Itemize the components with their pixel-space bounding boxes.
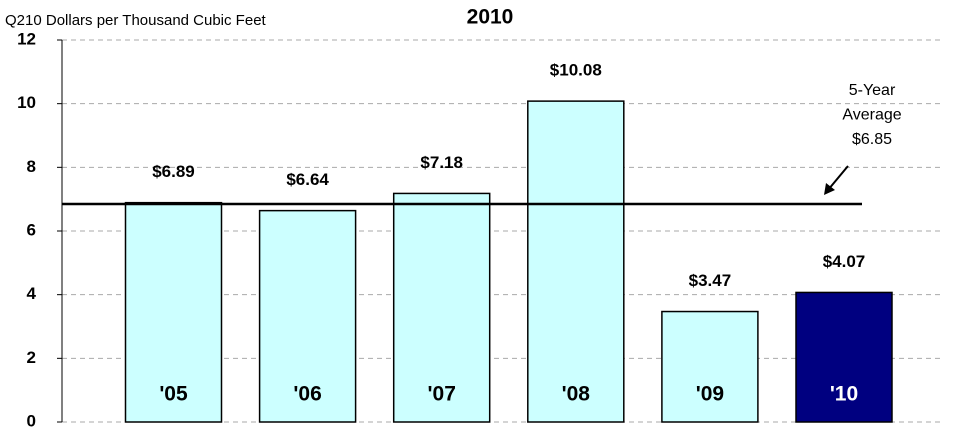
y-axis-label: Q210 Dollars per Thousand Cubic Feet xyxy=(5,12,267,29)
category-label: '06 xyxy=(293,383,321,406)
y-tick-label: 10 xyxy=(17,93,36,112)
bar xyxy=(258,209,357,423)
bar xyxy=(795,291,893,423)
y-tick-label: 12 xyxy=(17,29,36,48)
category-label: '08 xyxy=(562,383,591,406)
category-label: '07 xyxy=(428,383,456,406)
arrow-head xyxy=(824,183,835,195)
bar xyxy=(527,100,625,423)
y-tick-label: 8 xyxy=(27,157,36,176)
average-annotation: Average xyxy=(842,107,901,124)
y-tick-label: 0 xyxy=(27,411,36,429)
bar xyxy=(392,192,491,423)
value-label: $6.64 xyxy=(286,170,329,189)
value-label: $10.08 xyxy=(550,61,602,80)
average-annotation: $6.85 xyxy=(852,131,892,148)
chart-title: 2010 xyxy=(467,6,514,29)
value-label: $7.18 xyxy=(420,153,463,172)
value-label: $4.07 xyxy=(823,252,866,271)
category-label: '05 xyxy=(159,383,188,406)
y-tick-label: 2 xyxy=(27,348,36,367)
category-label: '10 xyxy=(830,383,858,406)
category-label: '09 xyxy=(696,383,724,406)
arrow-shaft xyxy=(827,165,849,191)
bar xyxy=(661,310,759,423)
y-tick-label: 6 xyxy=(27,220,36,239)
y-tick-label: 4 xyxy=(27,284,37,303)
value-label: $6.89 xyxy=(152,162,195,181)
bar xyxy=(124,201,223,423)
average-annotation: 5-Year xyxy=(849,82,896,99)
value-label: $3.47 xyxy=(689,271,732,290)
